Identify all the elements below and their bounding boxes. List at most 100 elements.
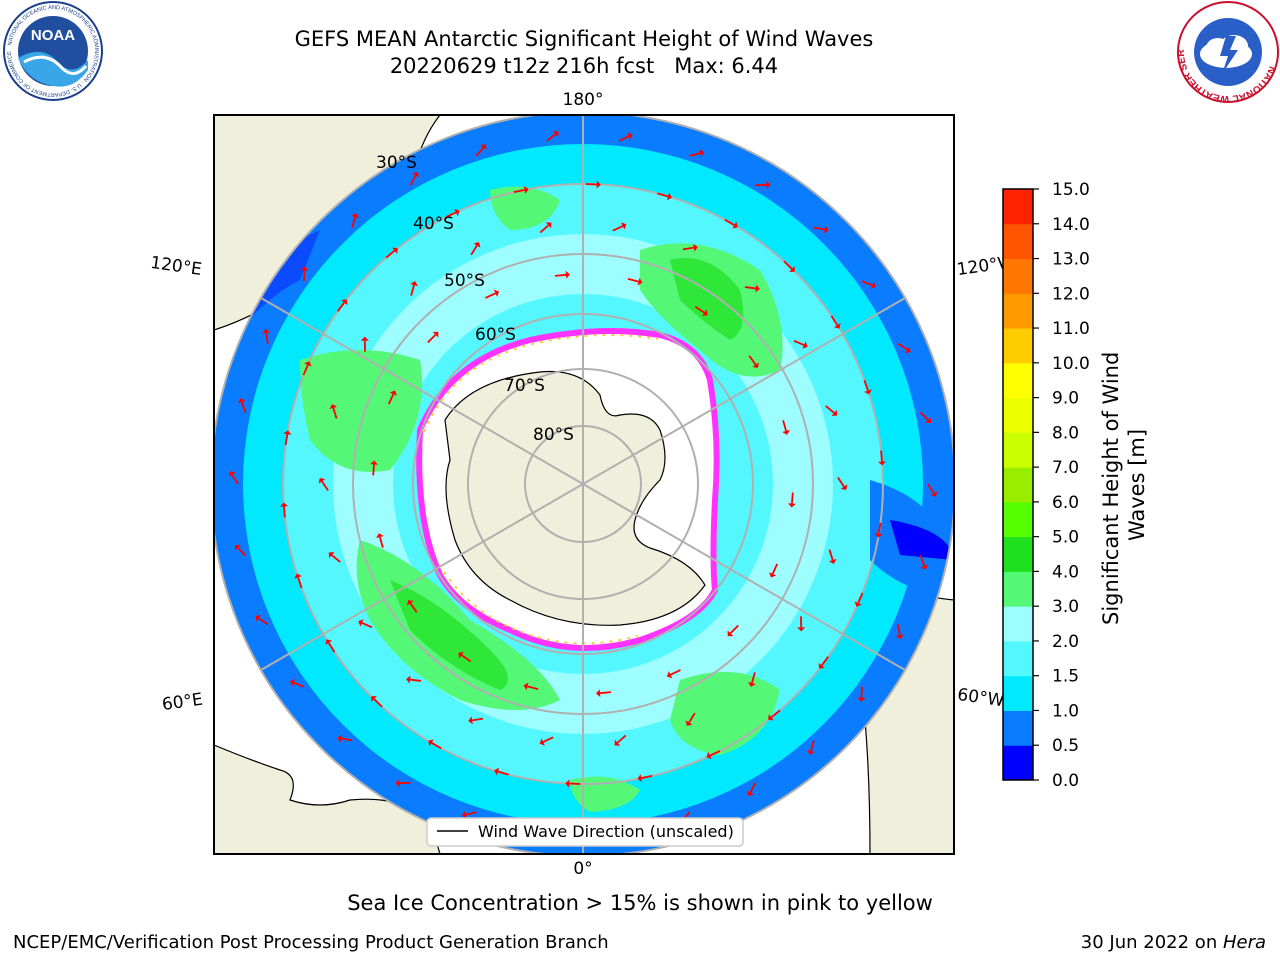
wind-arrow-head <box>905 346 911 354</box>
wind-arrow-head <box>789 266 795 272</box>
wind-arrow <box>783 260 793 270</box>
wind-arrow-head <box>828 558 837 564</box>
wind-arrow <box>897 624 901 636</box>
wind-arrow-head <box>494 767 500 776</box>
wind-arrow <box>813 226 825 231</box>
wind-arrow-head <box>685 720 693 726</box>
wind-arrow-head <box>406 675 411 684</box>
wind-arrow-head <box>493 289 500 297</box>
wind-arrow-head <box>752 362 759 368</box>
wind-arrow <box>751 672 756 684</box>
colorbar-swatch <box>1003 258 1033 294</box>
wind-arrow <box>372 464 375 476</box>
wind-arrow <box>585 183 597 186</box>
colorbar-swatch <box>1003 536 1033 572</box>
wind-arrow <box>744 286 757 290</box>
colorbar-tick-label: 15.0 <box>1052 180 1090 200</box>
colorbar-swatch <box>1003 501 1033 538</box>
wind-arrow-head <box>407 600 414 606</box>
wind-arrow-head <box>280 502 289 507</box>
colorbar-label: Significant Height of Wind Waves [m] <box>1099 345 1149 625</box>
wind-arrow-head <box>864 389 872 395</box>
wind-arrow-head <box>614 739 621 746</box>
wind-arrow <box>670 669 681 676</box>
wind-arrow-head <box>545 222 552 229</box>
wind-arrow-head <box>235 544 241 551</box>
wind-arrow <box>385 250 396 259</box>
wind-arrow <box>351 216 357 228</box>
wind-arrow-head <box>480 144 487 150</box>
lat-label-80s: 80°S <box>533 425 574 445</box>
wind-arrow <box>475 146 485 157</box>
colorbar-tick-label: 1.5 <box>1052 667 1079 687</box>
wind-arrow-head <box>412 171 420 178</box>
wind-arrow <box>470 245 478 256</box>
wind-arrow <box>618 135 630 142</box>
colorbar-tick-label: 10.0 <box>1052 354 1090 374</box>
colorbar-tick-label: 11.0 <box>1052 319 1090 339</box>
colorbar-tick-label: 5.0 <box>1052 528 1079 548</box>
colorbar-swatch <box>1003 606 1033 642</box>
wind-arrow-head <box>596 689 601 698</box>
wind-arrow <box>569 782 581 785</box>
wind-arrow-head <box>748 681 756 687</box>
colorbar-tick-label: 0.0 <box>1052 771 1079 791</box>
wind-arrow-head <box>627 132 633 140</box>
wind-arrow <box>379 536 384 548</box>
wind-arrow <box>387 393 395 405</box>
wind-arrow <box>409 602 418 613</box>
title-line-2: 20220629 t12z 216h fcst Max: 6.44 <box>389 54 779 78</box>
wind-arrow <box>724 218 735 226</box>
wind-arrow <box>554 273 567 277</box>
colorbar-tick-label: 12.0 <box>1052 284 1090 304</box>
colorbar-tick-label: 6.0 <box>1052 493 1079 513</box>
colorbar-border <box>1002 188 1034 781</box>
wind-arrow <box>258 617 269 626</box>
wind-arrow <box>825 405 835 414</box>
map-legend: Wind Wave Direction (unscaled) <box>426 817 744 847</box>
wind-arrow-head <box>539 738 545 746</box>
colorbar-swatch <box>1003 745 1033 781</box>
wind-arrow-head <box>699 149 705 158</box>
wind-arrow-head <box>802 341 808 349</box>
colorbar-swatch <box>1003 432 1033 468</box>
wind-arrow-head <box>371 696 377 702</box>
wind-arrow-head <box>824 225 829 234</box>
graticule <box>214 115 954 854</box>
wind-arrow <box>297 577 303 589</box>
wind-arrow-head <box>637 774 643 782</box>
noaa-logo-text: NOAA <box>31 27 75 44</box>
wind-arrow-head <box>370 460 379 465</box>
wind-arrow <box>770 709 781 718</box>
lat-label-30s: 30°S <box>376 153 417 173</box>
colorbar-tick-label: 7.0 <box>1052 458 1079 478</box>
wind-arrow <box>599 691 612 695</box>
wind-arrow-head <box>328 551 335 559</box>
wind-arrow <box>830 315 839 326</box>
wind-arrow-head <box>392 247 398 254</box>
wind-arrow-head <box>553 130 559 138</box>
lon-label-180: 180° <box>563 90 604 110</box>
wind-arrow <box>283 506 286 518</box>
wind-arrow-head <box>473 242 481 248</box>
wind-arrow <box>657 192 669 198</box>
wind-arrow-head <box>395 779 400 788</box>
wind-arrow <box>919 411 929 421</box>
wind-arrow <box>513 189 525 193</box>
wind-arrow <box>809 740 815 752</box>
wind-arrow <box>860 686 864 698</box>
wind-arrow <box>694 305 705 314</box>
wind-arrow <box>793 339 805 346</box>
chart-title: GEFS MEAN Antarctic Significant Height o… <box>184 26 984 80</box>
footer-branch: NCEP/EMC/Verification Post Processing Pr… <box>13 932 609 953</box>
wind-arrow-head <box>782 429 790 435</box>
wind-arrow <box>332 407 338 419</box>
wind-arrow <box>341 737 353 742</box>
wind-arrow <box>302 364 309 376</box>
wind-arrow-head <box>874 533 883 538</box>
colorbar-swatch <box>1003 189 1033 225</box>
wind-arrow-head <box>920 564 929 570</box>
wind-arrow-head <box>702 309 708 317</box>
wind-arrow <box>837 476 845 488</box>
wind-arrow <box>373 698 383 708</box>
